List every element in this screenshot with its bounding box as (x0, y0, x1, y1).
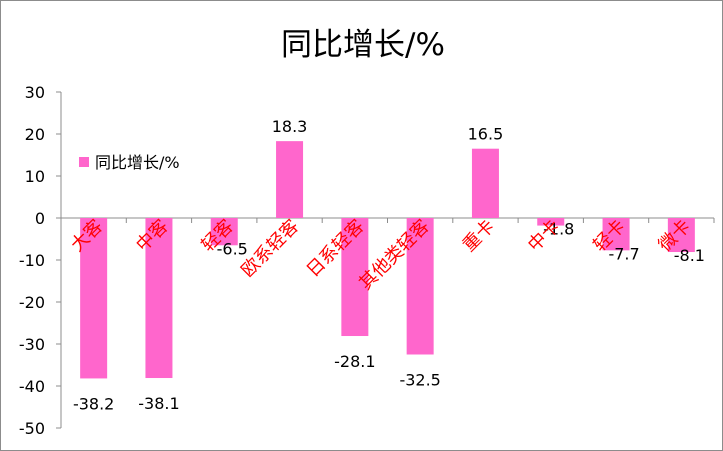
y-tick-label: 20 (25, 125, 45, 144)
axes: 30 20 10 0 -10 -20 -30 -40 -50 (19, 83, 715, 438)
bar-日系轻客 (341, 218, 369, 337)
data-label: -28.1 (334, 352, 375, 371)
bar-其他类轻客 (406, 218, 434, 355)
bar-重卡 (471, 148, 499, 218)
data-label: 18.3 (272, 117, 308, 136)
data-label: -8.1 (674, 246, 705, 265)
y-tick-label: -30 (19, 335, 45, 354)
data-labels: -38.2 -38.1 -6.5 18.3 -28.1 -32.5 16.5 -1.8 -7.7… (73, 117, 705, 413)
legend-label: 同比增长/% (95, 153, 180, 172)
bar-大客 (80, 218, 108, 379)
bars (80, 141, 695, 379)
y-tick-label: 10 (25, 167, 45, 186)
y-tick-label: 0 (35, 209, 45, 228)
bar-轻卡 (602, 218, 630, 251)
category-label: 重卡 (459, 216, 499, 256)
data-label: -7.7 (608, 244, 639, 263)
data-label: 16.5 (468, 125, 504, 144)
y-tick-label: -50 (19, 419, 45, 438)
legend: 同比增长/% (79, 153, 180, 172)
bar-中客 (145, 218, 173, 379)
y-tick-label: 30 (25, 83, 45, 102)
bar-欧系轻客 (276, 141, 304, 218)
data-label: -6.5 (217, 239, 248, 258)
legend-swatch (79, 157, 89, 167)
bar-中卡 (537, 218, 565, 226)
data-label: -38.1 (138, 394, 179, 413)
bar-微卡 (667, 218, 695, 253)
y-tick-label: -20 (19, 293, 45, 312)
data-label: -32.5 (399, 371, 440, 390)
bar-轻客 (210, 218, 238, 246)
data-label: -38.2 (73, 394, 114, 413)
y-tick-label: -10 (19, 251, 45, 270)
chart-title: 同比增长/% (281, 27, 445, 63)
data-label: -1.8 (543, 220, 574, 239)
y-tick-label: -40 (19, 377, 45, 396)
